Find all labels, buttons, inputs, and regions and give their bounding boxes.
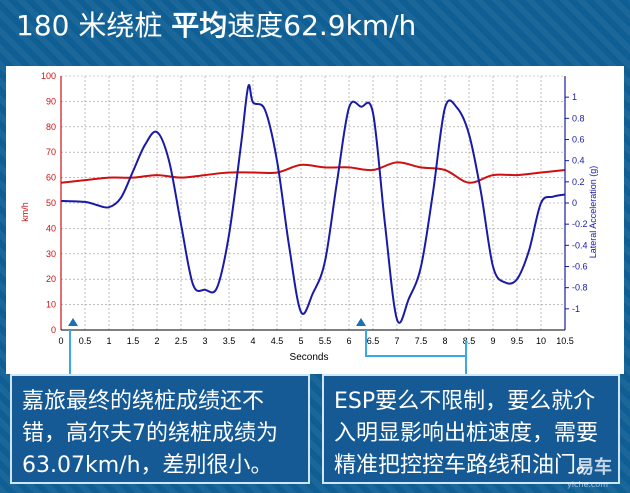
caption-left-text: 嘉旅最终的绕桩成绩还不错，高尔夫7的绕桩成绩为63.07km/h，差别很小。	[22, 389, 278, 478]
caption-right-text: ESP要么不限制，要么就介入明显影响出桩速度，需要精准把控控车路线和油门。	[334, 389, 599, 478]
axes: 0 0.5 1 1.5 2 2.5 3 3.5 4 4.5 5 5.5 6 6.5 7 7.5 8 8.5 9 9.5…	[41, 71, 588, 346]
x-axis-label: Seconds	[290, 352, 329, 363]
caption-left: 嘉旅最终的绕桩成绩还不错，高尔夫7的绕桩成绩为63.07km/h，差别很小。	[10, 374, 310, 484]
connector-left	[69, 330, 71, 376]
y-tick-label-right: -0.2	[572, 219, 588, 229]
y-tick-label-left: 30	[46, 249, 56, 259]
y-tick-label-left: 50	[46, 198, 56, 208]
title-part2: 速度62.9km/h	[227, 9, 417, 42]
x-tick-label: 7.5	[415, 336, 428, 346]
y-tick-label-right: -0.4	[572, 240, 588, 250]
x-tick-label: 8	[442, 336, 447, 346]
chart: 0 0.5 1 1.5 2 2.5 3 3.5 4 4.5 5 5.5 6 6.5 7 7.5 8 8.5 9 9.5…	[6, 66, 624, 374]
y-tick-label-right: 1	[572, 92, 577, 102]
x-tick-label: 3	[202, 336, 207, 346]
grid	[60, 75, 566, 331]
x-tick-label: 6	[346, 336, 351, 346]
y-tick-label-right: 0	[572, 198, 577, 208]
y-tick-label-left: 60	[46, 173, 56, 183]
title-part1: 180 米绕桩	[16, 9, 172, 42]
x-tick-label: 2.5	[175, 336, 188, 346]
connector-right-v2	[465, 340, 467, 376]
y-tick-label-right: 0.4	[572, 156, 585, 166]
connector-right-v1	[365, 330, 367, 356]
x-tick-label: 3.5	[223, 336, 236, 346]
y-axis-label-left: km/h	[20, 202, 30, 222]
x-tick-label: 0.5	[79, 336, 92, 346]
logo-sub: yiche.com	[567, 480, 608, 489]
y-tick-label-right: 0.8	[572, 113, 585, 123]
y-axis-label-right: Lateral Acceleration (g)	[588, 166, 598, 259]
y-tick-label-left: 0	[51, 325, 56, 335]
y-tick-label-right: -0.6	[572, 262, 588, 272]
x-tick-label: 8.5	[463, 336, 476, 346]
x-tick-label: 2	[154, 336, 159, 346]
y-tick-label-right: 0.6	[572, 135, 585, 145]
y-tick-label-left: 40	[46, 223, 56, 233]
x-tick-label: 1.5	[127, 336, 140, 346]
page-title: 180 米绕桩 平均速度62.9km/h	[16, 8, 416, 44]
y-tick-label-left: 80	[46, 122, 56, 132]
chart-panel: 0 0.5 1 1.5 2 2.5 3 3.5 4 4.5 5 5.5 6 6.5 7 7.5 8 8.5 9 9.5…	[6, 66, 624, 374]
x-tick-label: 4	[250, 336, 255, 346]
logo: 易车	[576, 457, 612, 478]
title-bold: 平均	[171, 9, 228, 42]
header: 180 米绕桩 平均速度62.9km/h	[0, 0, 630, 56]
y-tick-label-right: -1	[572, 304, 580, 314]
x-tick-label: 6.5	[367, 336, 380, 346]
x-tick-label: 10	[536, 336, 546, 346]
series-line-speed	[60, 161, 566, 184]
y-tick-label-right: -0.8	[572, 283, 588, 293]
y-tick-label-left: 20	[46, 274, 56, 284]
x-tick-label: 4.5	[271, 336, 284, 346]
connector-right-h	[365, 355, 467, 357]
x-tick-label: 9	[490, 336, 495, 346]
x-tick-label: 7	[394, 336, 399, 346]
y-tick-label-left: 90	[46, 96, 56, 106]
x-tick-label: 10.5	[556, 336, 574, 346]
y-tick-label-left: 10	[46, 300, 56, 310]
x-tick-label: 1	[106, 336, 111, 346]
x-tick-label: 5	[298, 336, 303, 346]
y-tick-label-right: 0.2	[572, 177, 585, 187]
chart-background	[6, 66, 624, 374]
series-line-lateral-acceleration	[60, 84, 566, 324]
x-tick-label: 9.5	[511, 336, 524, 346]
series-layer	[60, 84, 566, 324]
x-tick-label: 5.5	[319, 336, 332, 346]
x-tick-label: 0	[58, 336, 63, 346]
marker-arrow-right	[356, 318, 366, 326]
caption-right: ESP要么不限制，要么就介入明显影响出桩速度，需要精准把控控车路线和油门。	[322, 374, 620, 484]
y-tick-label-left: 100	[41, 71, 56, 81]
marker-arrow-left	[68, 318, 78, 326]
y-tick-label-left: 70	[46, 147, 56, 157]
